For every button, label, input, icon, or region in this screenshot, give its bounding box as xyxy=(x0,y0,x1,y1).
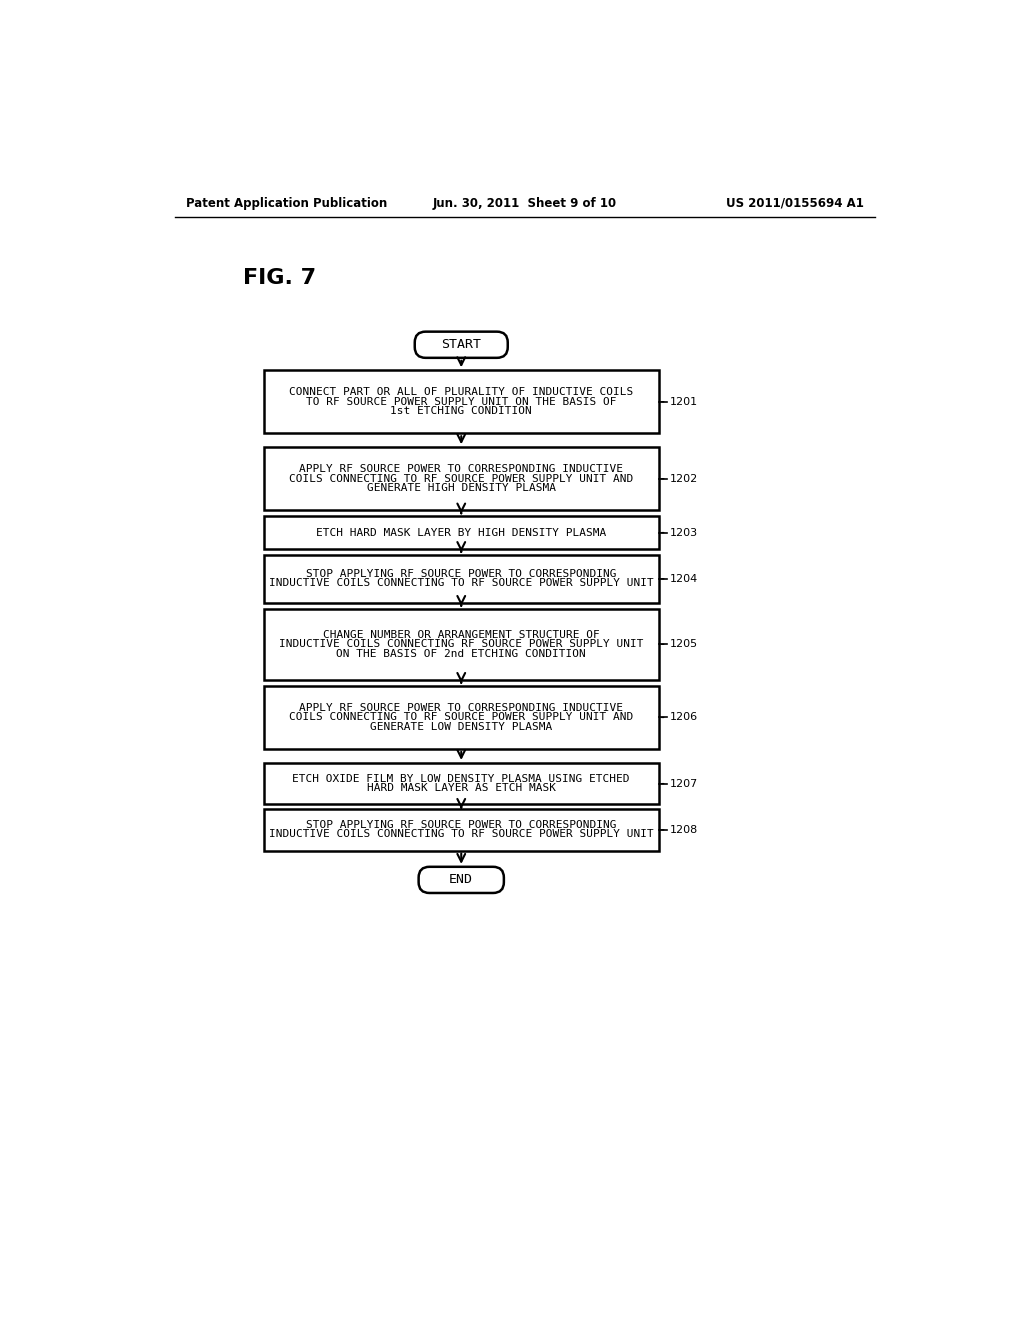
Text: TO RF SOURCE POWER SUPPLY UNIT ON THE BASIS OF: TO RF SOURCE POWER SUPPLY UNIT ON THE BA… xyxy=(306,397,616,407)
FancyBboxPatch shape xyxy=(263,609,658,680)
Text: COILS CONNECTING TO RF SOURCE POWER SUPPLY UNIT AND: COILS CONNECTING TO RF SOURCE POWER SUPP… xyxy=(289,713,634,722)
Text: APPLY RF SOURCE POWER TO CORRESPONDING INDUCTIVE: APPLY RF SOURCE POWER TO CORRESPONDING I… xyxy=(299,704,624,713)
Text: ETCH HARD MASK LAYER BY HIGH DENSITY PLASMA: ETCH HARD MASK LAYER BY HIGH DENSITY PLA… xyxy=(316,528,606,537)
Text: 1205: 1205 xyxy=(670,639,697,649)
Text: ON THE BASIS OF 2nd ETCHING CONDITION: ON THE BASIS OF 2nd ETCHING CONDITION xyxy=(336,648,586,659)
Text: US 2011/0155694 A1: US 2011/0155694 A1 xyxy=(726,197,864,210)
Text: INDUCTIVE COILS CONNECTING TO RF SOURCE POWER SUPPLY UNIT: INDUCTIVE COILS CONNECTING TO RF SOURCE … xyxy=(269,829,653,840)
Text: 1st ETCHING CONDITION: 1st ETCHING CONDITION xyxy=(390,407,532,416)
FancyBboxPatch shape xyxy=(415,331,508,358)
Text: 1201: 1201 xyxy=(670,397,697,407)
Text: INDUCTIVE COILS CONNECTING RF SOURCE POWER SUPPLY UNIT: INDUCTIVE COILS CONNECTING RF SOURCE POW… xyxy=(279,639,643,649)
Text: Jun. 30, 2011  Sheet 9 of 10: Jun. 30, 2011 Sheet 9 of 10 xyxy=(433,197,616,210)
Text: GENERATE LOW DENSITY PLASMA: GENERATE LOW DENSITY PLASMA xyxy=(370,722,552,731)
FancyBboxPatch shape xyxy=(263,763,658,804)
FancyBboxPatch shape xyxy=(263,516,658,549)
Text: STOP APPLYING RF SOURCE POWER TO CORRESPONDING: STOP APPLYING RF SOURCE POWER TO CORRESP… xyxy=(306,569,616,579)
Text: STOP APPLYING RF SOURCE POWER TO CORRESPONDING: STOP APPLYING RF SOURCE POWER TO CORRESP… xyxy=(306,820,616,830)
FancyBboxPatch shape xyxy=(263,370,658,433)
FancyBboxPatch shape xyxy=(263,554,658,603)
Text: Patent Application Publication: Patent Application Publication xyxy=(186,197,387,210)
FancyBboxPatch shape xyxy=(263,686,658,748)
Text: CONNECT PART OR ALL OF PLURALITY OF INDUCTIVE COILS: CONNECT PART OR ALL OF PLURALITY OF INDU… xyxy=(289,388,634,397)
FancyBboxPatch shape xyxy=(419,867,504,892)
Text: 1207: 1207 xyxy=(670,779,698,788)
Text: END: END xyxy=(450,874,473,887)
Text: CHANGE NUMBER OR ARRANGEMENT STRUCTURE OF: CHANGE NUMBER OR ARRANGEMENT STRUCTURE O… xyxy=(323,630,600,640)
Text: 1203: 1203 xyxy=(670,528,697,537)
Text: 1206: 1206 xyxy=(670,713,697,722)
Text: 1202: 1202 xyxy=(670,474,698,483)
Text: 1208: 1208 xyxy=(670,825,698,834)
Text: HARD MASK LAYER AS ETCH MASK: HARD MASK LAYER AS ETCH MASK xyxy=(367,783,556,793)
Text: GENERATE HIGH DENSITY PLASMA: GENERATE HIGH DENSITY PLASMA xyxy=(367,483,556,492)
FancyBboxPatch shape xyxy=(263,447,658,511)
Text: START: START xyxy=(441,338,481,351)
Text: FIG. 7: FIG. 7 xyxy=(243,268,315,288)
Text: INDUCTIVE COILS CONNECTING TO RF SOURCE POWER SUPPLY UNIT: INDUCTIVE COILS CONNECTING TO RF SOURCE … xyxy=(269,578,653,589)
FancyBboxPatch shape xyxy=(263,809,658,850)
Text: COILS CONNECTING TO RF SOURCE POWER SUPPLY UNIT AND: COILS CONNECTING TO RF SOURCE POWER SUPP… xyxy=(289,474,634,483)
Text: ETCH OXIDE FILM BY LOW DENSITY PLASMA USING ETCHED: ETCH OXIDE FILM BY LOW DENSITY PLASMA US… xyxy=(293,774,630,784)
Text: APPLY RF SOURCE POWER TO CORRESPONDING INDUCTIVE: APPLY RF SOURCE POWER TO CORRESPONDING I… xyxy=(299,465,624,474)
Text: 1204: 1204 xyxy=(670,574,698,583)
